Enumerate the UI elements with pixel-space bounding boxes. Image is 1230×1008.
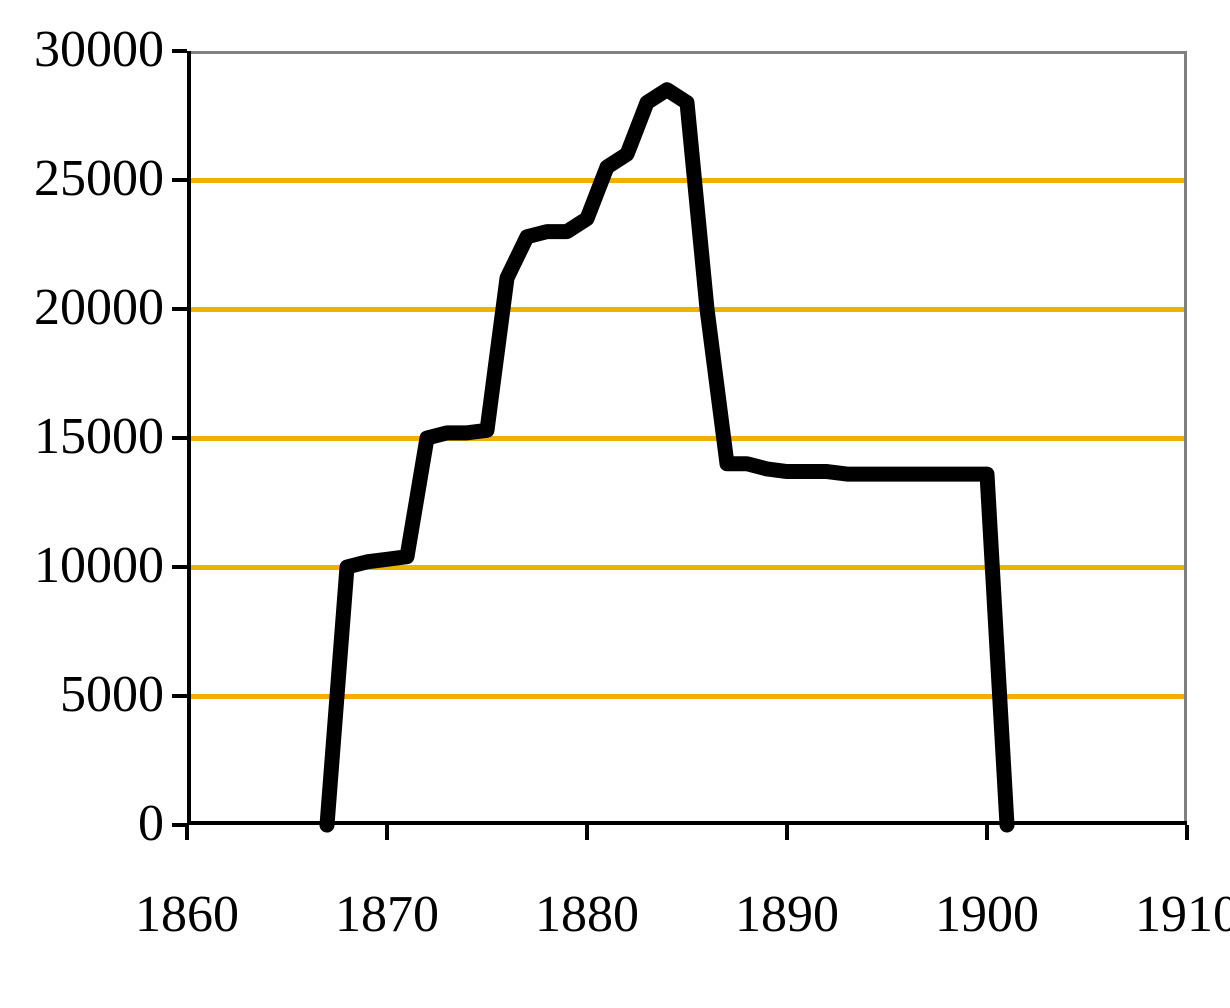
x-tick-label: 1890 (697, 885, 877, 944)
x-tick (385, 825, 389, 840)
gridline (187, 307, 1187, 312)
y-axis (187, 51, 191, 825)
y-tick-label: 25000 (34, 149, 164, 208)
x-tick-label: 1860 (97, 885, 277, 944)
plot-border-right (1184, 51, 1187, 825)
y-tick (172, 694, 187, 698)
y-tick (172, 307, 187, 311)
y-tick-label: 20000 (34, 278, 164, 337)
y-tick (172, 436, 187, 440)
x-tick (185, 825, 189, 840)
x-tick (585, 825, 589, 840)
gridline (187, 178, 1187, 183)
gridline (187, 565, 1187, 570)
x-tick (1185, 825, 1189, 840)
x-tick-label: 1910 (1097, 885, 1230, 944)
x-tick-label: 1870 (297, 885, 477, 944)
y-tick-label: 15000 (34, 407, 164, 466)
y-tick (172, 565, 187, 569)
x-tick (785, 825, 789, 840)
plot-border-top (187, 51, 1187, 54)
y-tick-label: 0 (138, 794, 164, 853)
gridline (187, 436, 1187, 441)
y-tick-label: 5000 (60, 665, 164, 724)
y-tick (172, 178, 187, 182)
y-tick-label: 10000 (34, 536, 164, 595)
gridline (187, 694, 1187, 699)
y-tick-label: 30000 (34, 20, 164, 79)
x-tick-label: 1900 (897, 885, 1077, 944)
line-chart: 0 5000 10000 15000 20000 25000 30000 1860 1870 1… (0, 0, 1230, 1008)
x-tick (985, 825, 989, 840)
y-tick (172, 49, 187, 53)
x-tick-label: 1880 (497, 885, 677, 944)
x-axis (187, 821, 1187, 825)
